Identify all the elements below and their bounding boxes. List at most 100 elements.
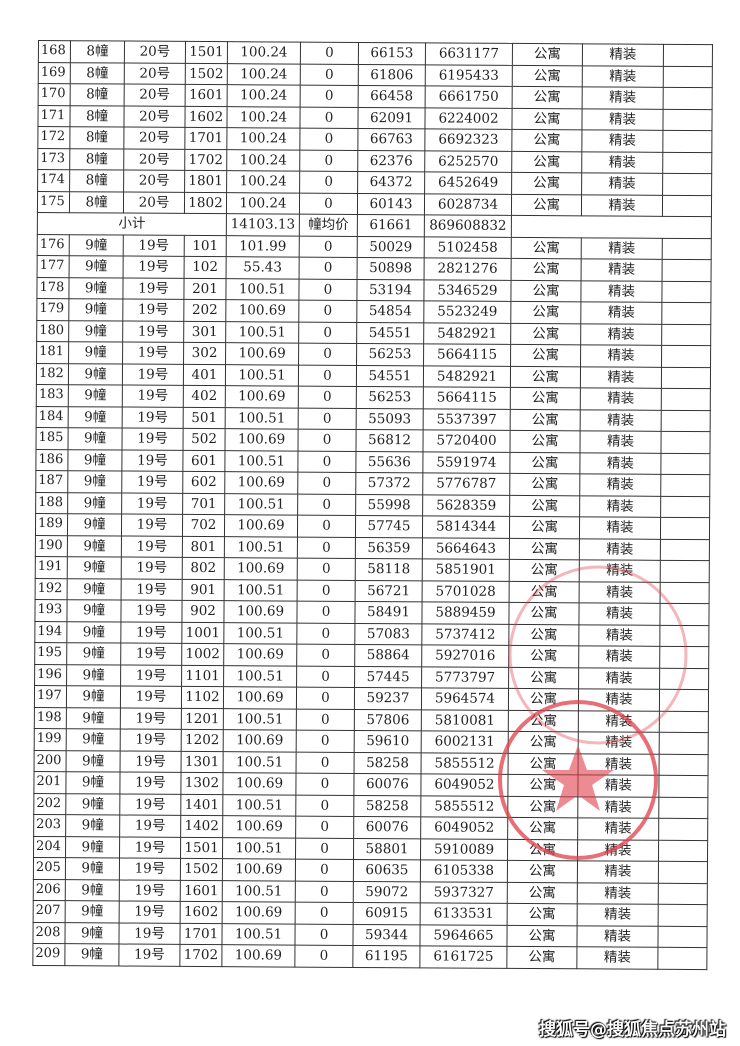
cell-row-number: 198: [34, 706, 67, 729]
cell-decoration: 精装: [581, 151, 663, 174]
cell-unit: 19号: [122, 277, 185, 300]
cell-building: 9幢: [64, 943, 119, 966]
cell-extra: 0: [300, 42, 359, 64]
cell-row-number: 188: [35, 491, 68, 514]
cell-decoration: 精装: [578, 667, 660, 690]
cell-room: 1201: [181, 707, 224, 730]
cell-area: 55.43: [226, 256, 300, 279]
cell-type: 公寓: [511, 193, 582, 216]
cell-type: 公寓: [510, 301, 581, 324]
cell-type: 公寓: [509, 559, 580, 582]
cell-row-number: 176: [37, 233, 70, 256]
cell-building: 9幢: [64, 922, 120, 945]
cell-building: 9幢: [65, 771, 121, 794]
cell-room: 601: [182, 449, 225, 472]
cell-building: 9幢: [69, 234, 124, 257]
cell-area: 100.69: [224, 428, 299, 451]
cell-type: 公寓: [510, 365, 581, 388]
cell-unit-price: 57745: [355, 515, 423, 538]
cell-area: 100.69: [225, 385, 299, 408]
cell-area: 100.51: [221, 923, 296, 946]
cell-building: 9幢: [68, 320, 123, 343]
cell-total-price: 6028734: [424, 193, 512, 216]
cell-unit-price: 58864: [354, 644, 422, 667]
cell-total-price: 5964574: [421, 687, 509, 710]
cell-area: 100.24: [227, 41, 301, 64]
cell-decoration: 精装: [578, 731, 660, 754]
cell-remark: [661, 323, 711, 346]
cell-building: 9幢: [65, 879, 120, 902]
cell-row-number: 169: [38, 62, 71, 84]
cell-area: 100.24: [226, 192, 300, 215]
cell-room: 702: [182, 514, 225, 537]
cell-row-number: 168: [38, 40, 71, 63]
cell-total-price: 5482921: [423, 322, 511, 345]
cell-unit-price: 57083: [354, 622, 422, 645]
cell-unit-price: 58801: [353, 837, 421, 860]
cell-area: 100.51: [223, 622, 297, 645]
cell-extra: 0: [298, 343, 357, 365]
cell-unit: 19号: [119, 858, 181, 880]
cell-row-number: 189: [35, 513, 68, 536]
cell-building: 9幢: [67, 470, 122, 493]
cell-type: 公寓: [508, 709, 579, 732]
cell-room: 902: [181, 600, 225, 623]
cell-remark: [660, 581, 710, 604]
cell-unit-price: 66458: [358, 85, 426, 108]
cell-remark: [663, 44, 713, 67]
cell-area: 100.69: [222, 901, 296, 924]
cell-decoration: 精装: [576, 946, 658, 969]
cell-decoration: 精装: [577, 774, 660, 797]
cell-row-number: 192: [35, 577, 68, 600]
cell-unit: 19号: [118, 944, 180, 966]
cell-unit: 19号: [120, 643, 182, 665]
cell-unit-price: 56812: [355, 429, 424, 452]
cell-remark: [658, 904, 708, 927]
cell-unit: 19号: [120, 621, 182, 644]
cell-decoration: 精装: [579, 473, 661, 496]
cell-type: 公寓: [508, 731, 579, 754]
cell-building: 9幢: [67, 535, 122, 558]
cell-building: 8幢: [69, 191, 124, 214]
cell-unit: 20号: [123, 105, 186, 128]
cell-decoration: 精装: [581, 108, 664, 131]
cell-area: 100.69: [224, 557, 298, 580]
cell-room: 701: [182, 492, 225, 515]
cell-area: 100.24: [226, 149, 300, 172]
cell-area: 100.51: [224, 493, 298, 516]
cell-unit: 20号: [123, 170, 185, 192]
cell-room: 801: [182, 535, 225, 558]
cell-room: 901: [182, 578, 225, 601]
cell-area: 100.51: [224, 450, 298, 473]
cell-unit-price: 54551: [356, 321, 424, 344]
cell-decoration: 精装: [578, 624, 660, 647]
cell-unit-price: 60915: [353, 902, 421, 925]
cell-building: 9幢: [66, 621, 121, 644]
cell-building: 9幢: [67, 449, 122, 472]
cell-area: 100.69: [223, 729, 297, 752]
cell-row-number: 194: [34, 620, 67, 643]
cell-type: 公寓: [508, 666, 579, 689]
cell-room: 602: [182, 471, 225, 494]
cell-row-number: 171: [37, 105, 71, 127]
cell-decoration: 精装: [580, 366, 662, 389]
cell-area: 100.69: [223, 600, 298, 623]
cell-room: 1702: [179, 944, 222, 967]
cell-extra: 0: [295, 794, 354, 817]
cell-row-number: 204: [33, 835, 66, 858]
cell-decoration: 精装: [582, 86, 664, 109]
cell-unit: 19号: [119, 901, 181, 923]
cell-building: 9幢: [65, 836, 120, 859]
cell-unit-price: 55093: [356, 407, 424, 430]
cell-unit-price: 59237: [354, 687, 422, 710]
cell-row-number: 186: [35, 448, 69, 471]
cell-building: 9幢: [68, 298, 123, 321]
cell-remark: [659, 646, 709, 669]
cell-row-number: 206: [33, 878, 66, 901]
cell-total-price: 5810081: [421, 709, 509, 732]
cell-total-price: 5964665: [419, 924, 508, 947]
cell-area: 100.51: [225, 321, 299, 344]
cell-building: 9幢: [66, 750, 121, 773]
cell-room: 1701: [179, 922, 223, 945]
cell-extra: 0: [295, 816, 354, 838]
